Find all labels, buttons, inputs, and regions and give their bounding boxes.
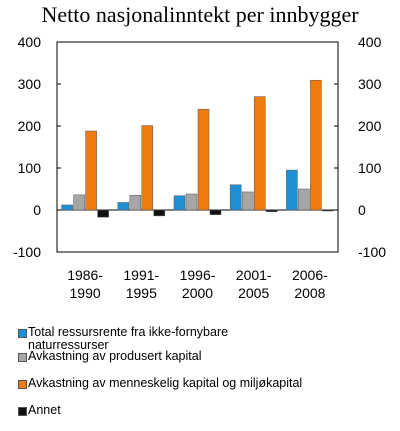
x-tick-label: 1991- bbox=[123, 267, 159, 283]
chart-title: Netto nasjonalinntekt per innbygger bbox=[41, 2, 359, 27]
legend-label: Avkastning av produsert kapital bbox=[28, 349, 202, 363]
y-tick-label-left: 0 bbox=[33, 202, 41, 218]
bar-3 bbox=[85, 130, 97, 211]
legend-swatch bbox=[18, 329, 27, 338]
bar-3 bbox=[253, 96, 266, 211]
legend-swatch bbox=[18, 380, 27, 389]
bar-4 bbox=[209, 209, 222, 215]
bar-1 bbox=[61, 204, 73, 211]
bar-4 bbox=[153, 209, 166, 217]
y-tick-label-right: 200 bbox=[358, 118, 382, 134]
bar-1 bbox=[173, 195, 186, 211]
legend-label: Avkastning av menneskelig kapital og mil… bbox=[28, 376, 303, 390]
bar-2 bbox=[241, 191, 254, 211]
x-tick-label: 2000 bbox=[182, 285, 213, 301]
legend-item: Total ressursrente fra ikke-fornybare nat… bbox=[18, 326, 388, 352]
x-tick-label: 2006- bbox=[292, 267, 328, 283]
x-tick-label: 2008 bbox=[294, 285, 325, 301]
bar-chart: -100 -100 0 0 100 100 200 200 300 300 400 400 1986- 1… bbox=[13, 34, 386, 301]
y-tick-label-right: 0 bbox=[358, 202, 366, 218]
bar-1 bbox=[117, 202, 130, 211]
plot-frame bbox=[56, 41, 339, 253]
x-tick-label: 2001- bbox=[236, 267, 272, 283]
legend-label: Total ressursrente fra ikke-fornybare nat… bbox=[28, 325, 229, 352]
bar-2 bbox=[298, 188, 310, 211]
bar-3 bbox=[310, 79, 322, 211]
y-tick-label-right: -100 bbox=[358, 244, 386, 260]
bar-1 bbox=[286, 169, 298, 211]
legend-item: Avkastning av menneskelig kapital og mil… bbox=[18, 377, 388, 390]
bar-1 bbox=[229, 184, 242, 211]
bar-2 bbox=[73, 194, 85, 211]
y-tick-label-left: 300 bbox=[18, 76, 42, 92]
legend: Total ressursrente fra ikke-fornybare nat… bbox=[18, 326, 388, 431]
legend-item: Avkastning av produsert kapital bbox=[18, 350, 388, 363]
y-tick-label-left: -100 bbox=[13, 244, 41, 260]
x-tick-label: 1996- bbox=[180, 267, 216, 283]
legend-swatch bbox=[18, 407, 27, 416]
bar-3 bbox=[141, 125, 154, 211]
y-tick-label-left: 400 bbox=[18, 34, 42, 50]
bar-3 bbox=[197, 108, 210, 211]
bar-4 bbox=[97, 209, 109, 218]
legend-item: Annet bbox=[18, 404, 388, 417]
bar-2 bbox=[129, 195, 142, 211]
x-tick-label: 1986- bbox=[67, 267, 103, 283]
bar-4 bbox=[322, 209, 334, 212]
y-tick-label-right: 300 bbox=[358, 76, 382, 92]
y-tick-label-right: 100 bbox=[358, 160, 382, 176]
y-tick-label-right: 400 bbox=[358, 34, 382, 50]
y-tick-label-left: 100 bbox=[18, 160, 42, 176]
x-tick-label: 1995 bbox=[126, 285, 157, 301]
y-tick-label-left: 200 bbox=[18, 118, 42, 134]
bar-4 bbox=[265, 209, 278, 212]
x-tick-label: 2005 bbox=[238, 285, 269, 301]
x-tick-label: 1990 bbox=[70, 285, 101, 301]
bar-2 bbox=[185, 193, 198, 211]
legend-label: Annet bbox=[28, 403, 61, 417]
legend-swatch bbox=[18, 353, 27, 362]
